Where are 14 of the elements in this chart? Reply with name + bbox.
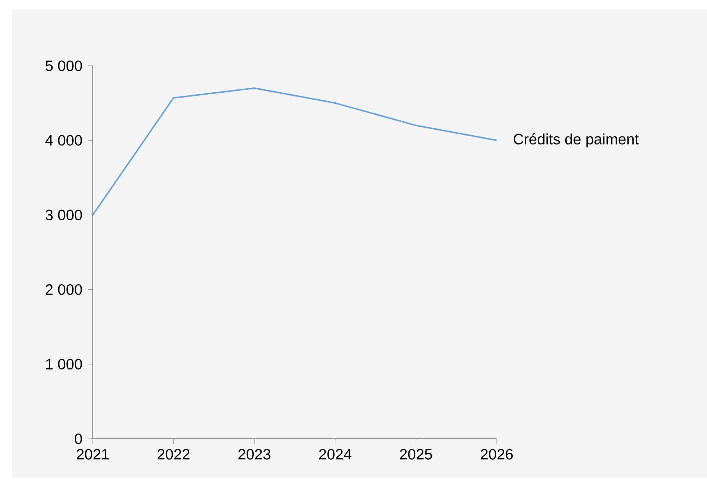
y-tick-label: 1 000 (46, 359, 82, 370)
x-tick-label: 2023 (238, 449, 271, 460)
x-tick-label: 2024 (319, 449, 352, 460)
x-tick-label: 2021 (77, 449, 109, 460)
y-tick-label: 2 000 (46, 284, 82, 296)
x-tick-label: 2025 (400, 449, 432, 460)
y-tick-label: 4 000 (46, 135, 82, 146)
line-series (92, 88, 498, 216)
y-tick-label: 0 (75, 434, 82, 444)
x-tick-label: 2026 (481, 449, 514, 460)
x-tick-label: 2022 (158, 449, 190, 460)
y-tick-label: 5 000 (46, 60, 82, 72)
y-tick-label: 3 000 (46, 210, 82, 221)
series-label: Crédits de paiment (514, 134, 639, 148)
